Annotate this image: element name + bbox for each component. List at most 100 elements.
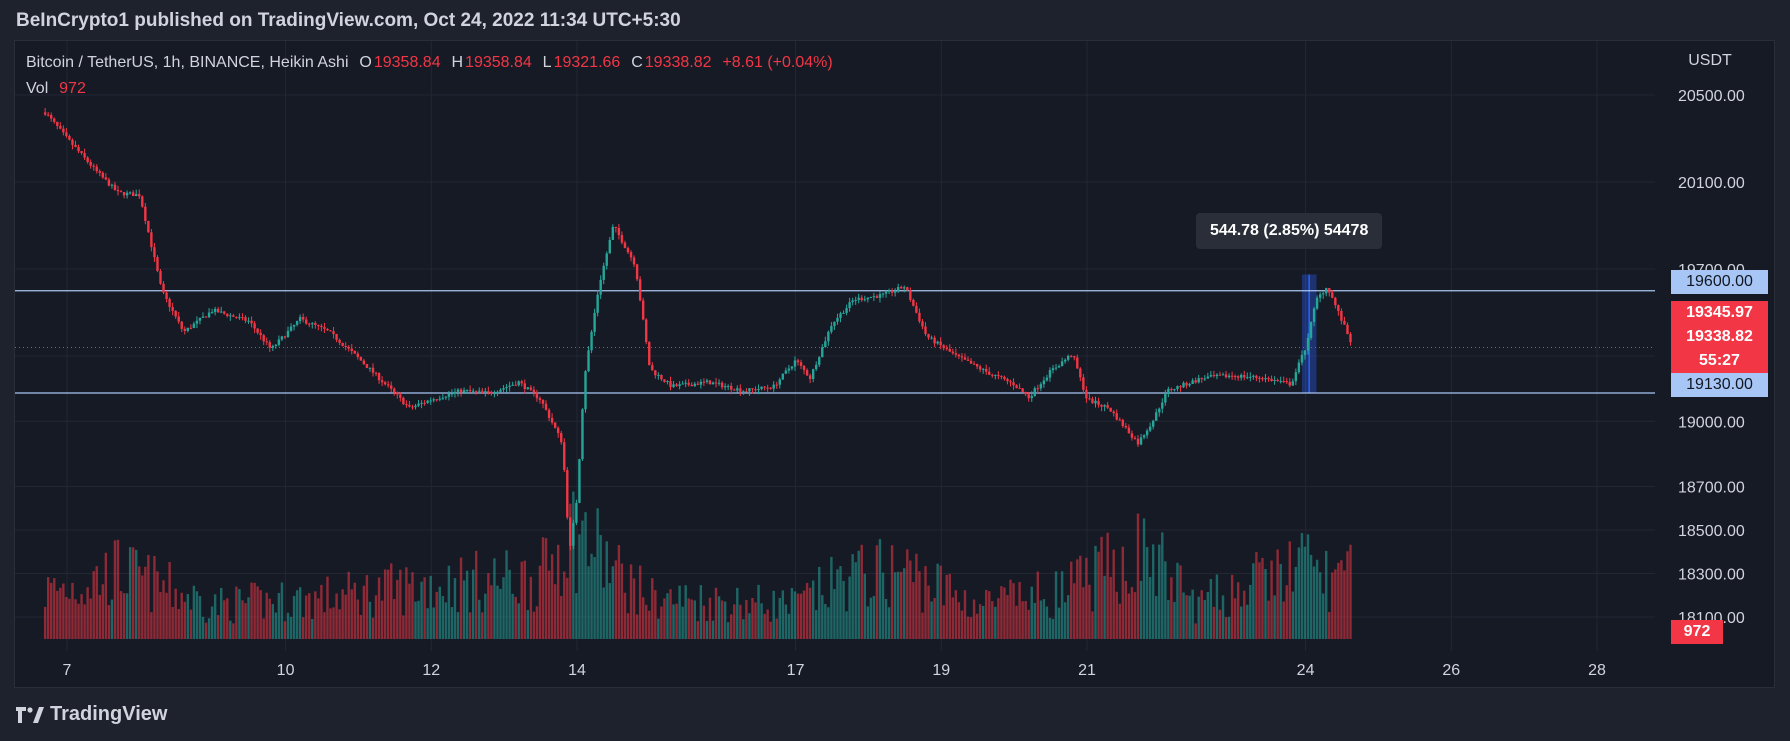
- candle-body: [177, 316, 180, 322]
- volume-bar: [578, 534, 581, 639]
- volume-bar: [435, 591, 438, 639]
- candle-body: [569, 517, 572, 546]
- candle-body: [845, 308, 848, 313]
- candle-body: [523, 383, 526, 390]
- volume-bar: [1291, 591, 1295, 639]
- volume-bar: [83, 604, 86, 639]
- volume-bar: [772, 590, 775, 639]
- volume-bar: [98, 594, 101, 639]
- volume-bar: [541, 537, 545, 639]
- candle-body: [165, 292, 168, 299]
- candle-body: [1088, 398, 1091, 400]
- volume-bar: [1170, 577, 1173, 639]
- candle-body: [107, 179, 111, 186]
- volume-label: Vol: [26, 80, 49, 97]
- volume-bar: [793, 591, 797, 639]
- candle-body: [584, 371, 587, 410]
- volume-bar: [514, 596, 517, 639]
- volume-bar: [1294, 566, 1298, 639]
- volume-bar: [972, 599, 976, 639]
- volume-bar: [1349, 544, 1352, 639]
- volume-bar: [411, 572, 414, 639]
- candle-body: [1203, 378, 1206, 380]
- volume-bar: [402, 615, 405, 639]
- chart-canvas[interactable]: USDT20500.0020100.0019700.0019300.001900…: [15, 41, 1776, 689]
- candle-body: [553, 422, 557, 428]
- volume-bar: [535, 606, 539, 639]
- candle-body: [666, 381, 669, 383]
- volume-bar: [511, 593, 514, 639]
- candle-body: [988, 371, 991, 375]
- volume-bar: [1127, 593, 1131, 639]
- volume-bar: [168, 562, 171, 639]
- volume-bar: [1343, 570, 1346, 639]
- volume-bar: [499, 588, 502, 639]
- volume-bar: [195, 591, 199, 639]
- volume-bar: [781, 590, 785, 639]
- candle-body: [641, 300, 645, 320]
- volume-bar: [884, 598, 888, 639]
- volume-bar: [1200, 590, 1203, 639]
- candle-body: [1303, 350, 1307, 355]
- volume-bar: [969, 617, 973, 639]
- candle-body: [821, 347, 824, 358]
- volume-bar: [611, 566, 615, 639]
- candle-body: [399, 394, 402, 398]
- candle-body: [1221, 374, 1225, 376]
- volume-bar: [948, 573, 951, 639]
- candle-body: [1021, 388, 1024, 392]
- candle-body: [860, 297, 863, 301]
- candle-body: [241, 317, 244, 319]
- low-label: L: [542, 54, 552, 71]
- candle-body: [769, 387, 772, 389]
- price-tag-lower-line[interactable]: 19130.00: [1671, 373, 1768, 397]
- candle-body: [563, 442, 566, 471]
- candle-body: [511, 384, 514, 386]
- volume-bar: [295, 590, 299, 639]
- candle-body: [1346, 324, 1349, 335]
- volume-bar: [1006, 595, 1009, 639]
- volume-bar: [760, 603, 763, 639]
- candle-body: [456, 389, 460, 392]
- candle-body: [651, 365, 654, 371]
- candle-body: [350, 348, 353, 352]
- tradingview-logo[interactable]: TradingView: [16, 703, 167, 726]
- volume-bar: [153, 556, 156, 639]
- volume-bar: [92, 571, 95, 639]
- volume-bar: [50, 582, 53, 639]
- volume-bar: [842, 580, 845, 639]
- price-tag-upper-line[interactable]: 19600.00: [1671, 270, 1768, 294]
- volume-bar: [1197, 596, 1200, 639]
- candle-body: [1115, 413, 1118, 420]
- candle-body: [617, 227, 621, 236]
- chart-panel[interactable]: USDT20500.0020100.0019700.0019300.001900…: [14, 40, 1775, 688]
- volume-bar: [675, 603, 678, 639]
- volume-bar: [432, 607, 435, 639]
- candle-body: [68, 135, 71, 140]
- volume-bar: [1215, 574, 1219, 639]
- volume-bar: [247, 597, 250, 639]
- symbol-info[interactable]: Bitcoin / TetherUS, 1h, BINANCE, Heikin …: [26, 54, 349, 71]
- volume-bar: [1155, 595, 1158, 639]
- volume-bar: [508, 569, 511, 639]
- candle-body: [1094, 400, 1097, 404]
- candle-body: [733, 389, 736, 391]
- volume-bar: [116, 539, 120, 639]
- high-label: H: [451, 54, 464, 71]
- volume-bar: [1227, 616, 1231, 639]
- candle-body: [168, 298, 171, 307]
- volume-bar: [283, 621, 287, 639]
- volume-bar: [393, 599, 396, 639]
- volume-bar: [1076, 559, 1079, 639]
- volume-bar: [341, 589, 344, 639]
- volume-bar: [1264, 569, 1267, 639]
- candle-body: [380, 380, 384, 383]
- candle-body: [411, 406, 414, 408]
- volume-bar: [496, 585, 499, 639]
- candle-body: [517, 381, 520, 386]
- candle-body: [250, 320, 253, 324]
- volume-bar: [377, 577, 381, 639]
- volume-bar: [1003, 587, 1006, 639]
- volume-bar: [705, 621, 709, 639]
- candle-body: [711, 382, 715, 385]
